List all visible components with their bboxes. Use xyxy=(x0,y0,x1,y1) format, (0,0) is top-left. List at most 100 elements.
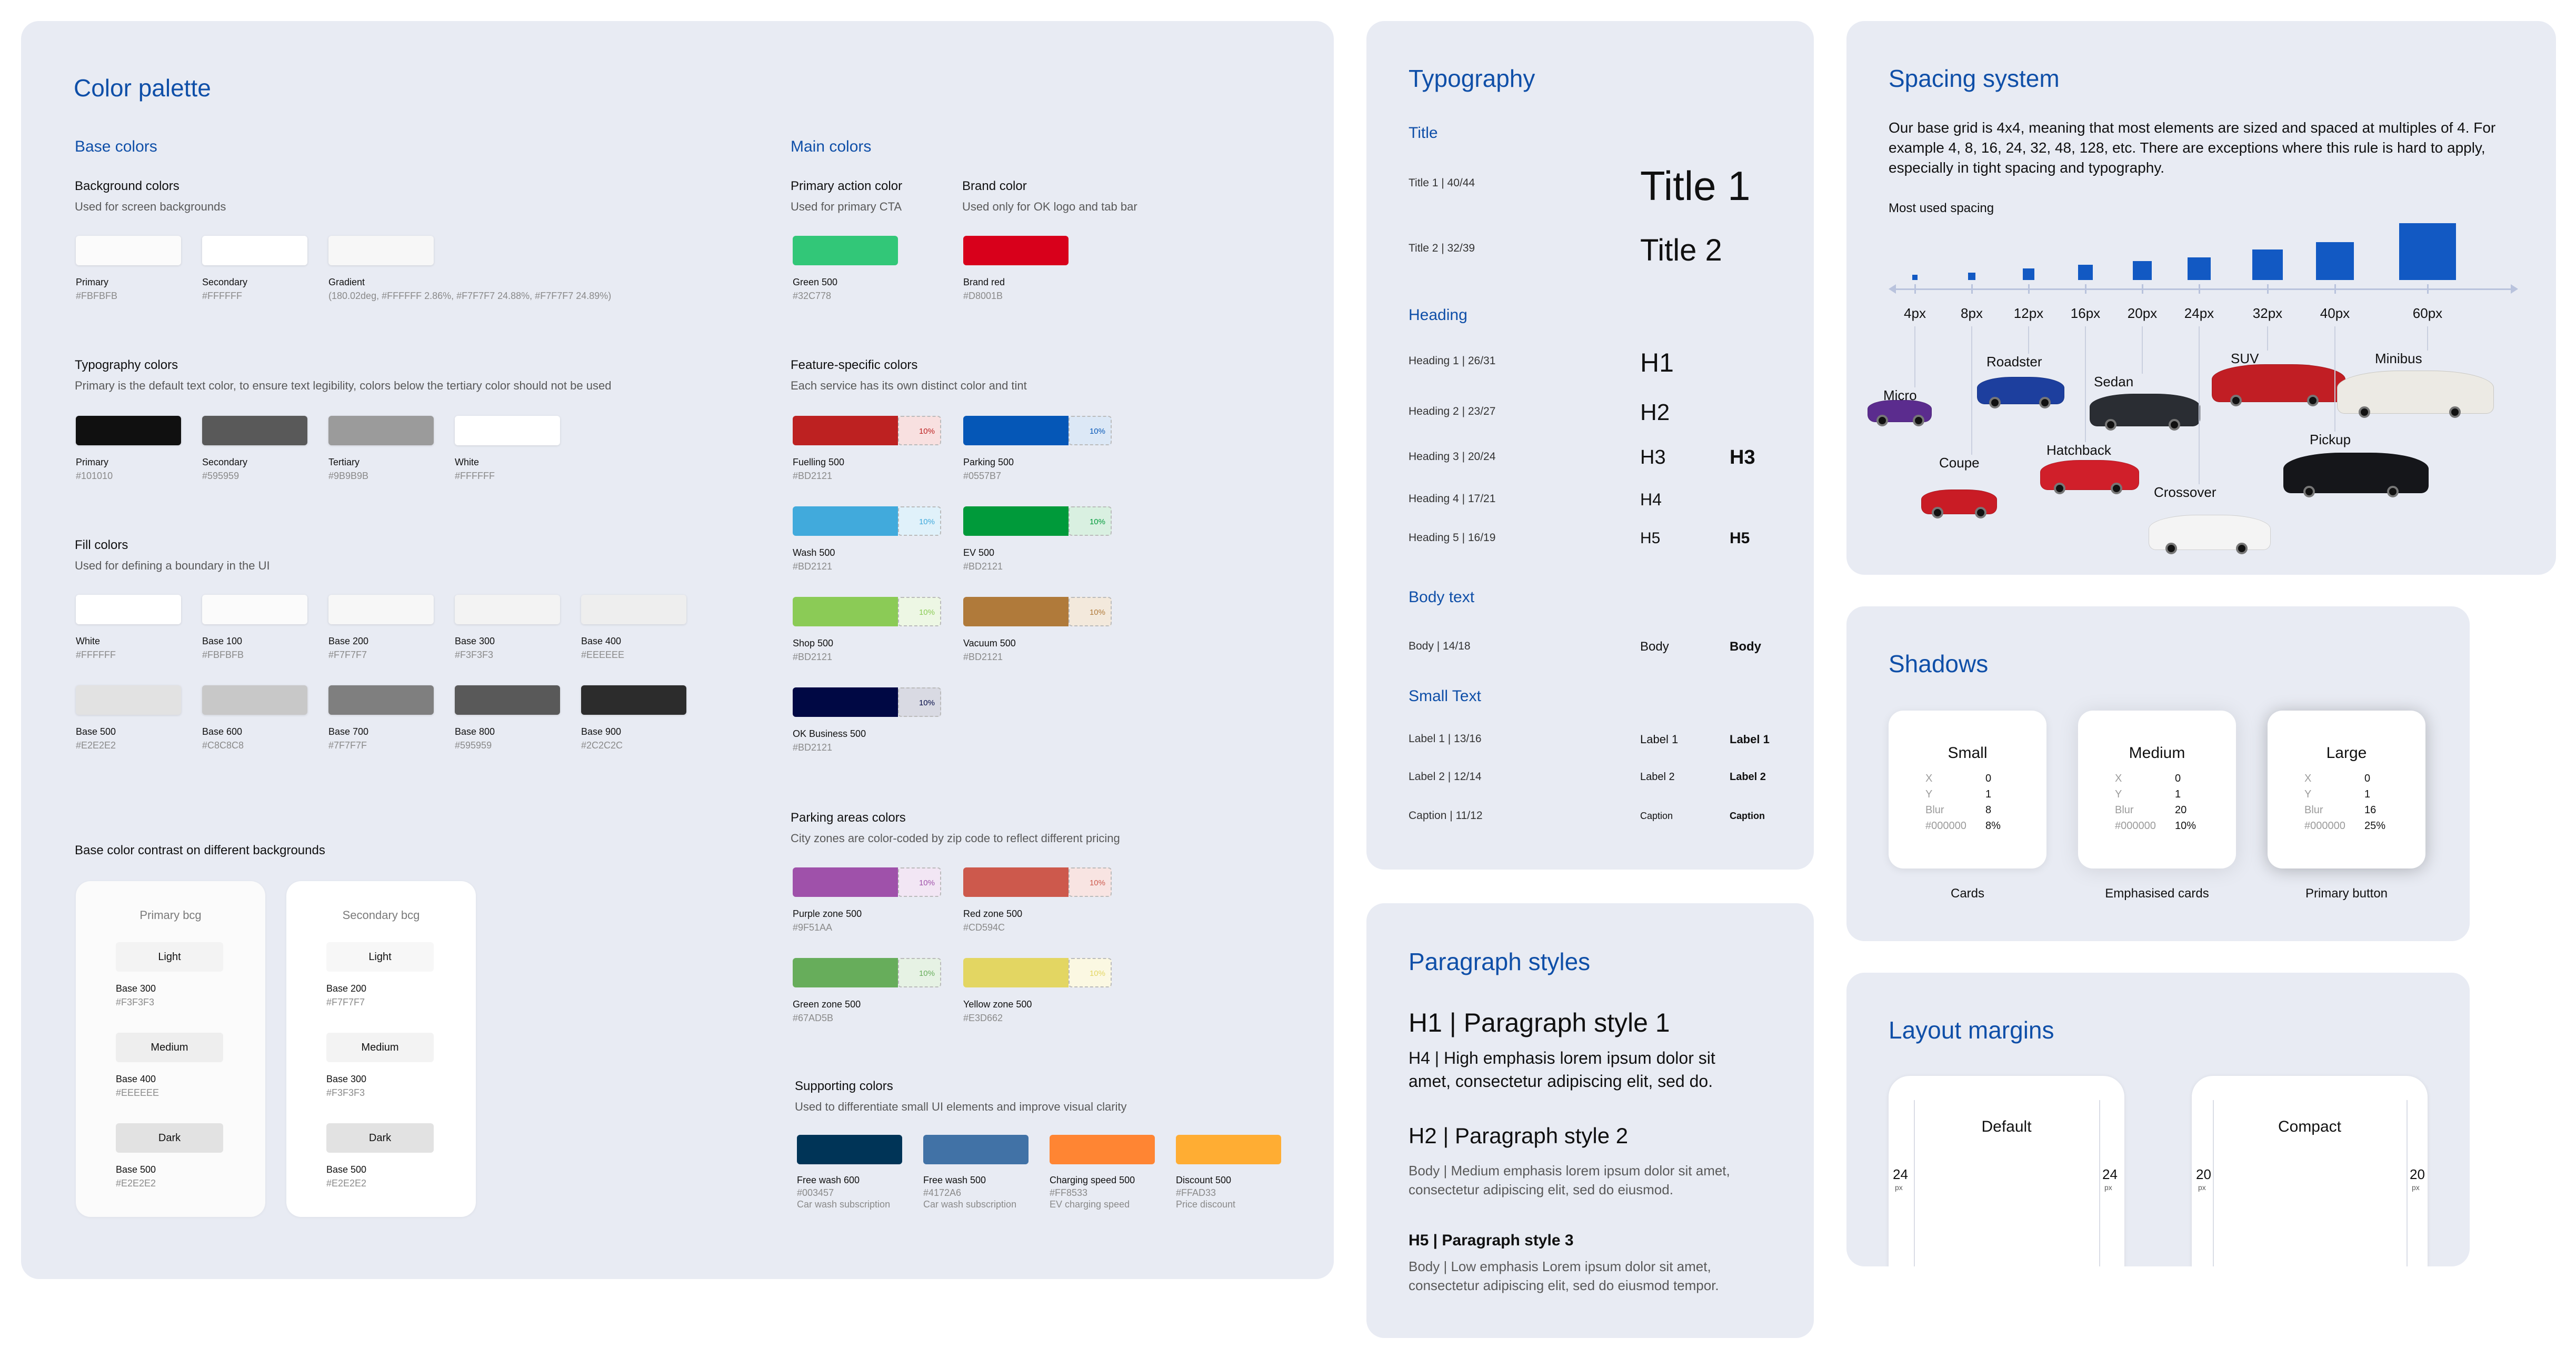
shadow-prop-label: X xyxy=(2304,773,2312,784)
fill-name: Base 100 xyxy=(202,636,243,646)
feature-tint: 10% xyxy=(898,416,941,445)
spacing-square xyxy=(1968,272,1976,280)
supporting-note: Car wash subscription xyxy=(923,1199,1017,1210)
contrast-name: Base 300 xyxy=(116,983,156,994)
contrast-name: Base 500 xyxy=(326,1164,367,1175)
supporting-name: Free wash 600 xyxy=(797,1175,860,1185)
contrast-name: Base 200 xyxy=(326,983,367,994)
spacing-connector xyxy=(2199,326,2200,484)
typography-colors-desc: Primary is the default text color, to en… xyxy=(75,379,612,392)
car-name-label: Roadster xyxy=(1986,354,2042,370)
layout-margin-left-value: 20 xyxy=(2196,1166,2211,1182)
car-name-label: Hatchback xyxy=(2046,442,2111,458)
spacing-square xyxy=(2399,223,2456,280)
supporting-note: Car wash subscription xyxy=(797,1199,891,1210)
layout-margin-left-unit: px xyxy=(1895,1183,1903,1192)
spacing-connector xyxy=(2085,326,2086,442)
shadow-prop-value: 10% xyxy=(2175,820,2196,832)
fill-swatch xyxy=(455,685,560,715)
car-wheel xyxy=(2054,483,2066,494)
typography-panel: Typography Title Title 1 | 40/44 Title 1 Ti… xyxy=(1366,21,1814,870)
typography-hex: #101010 xyxy=(76,471,113,481)
parking-tint: 10% xyxy=(1069,958,1112,987)
shadow-card xyxy=(2078,711,2236,868)
paragraph-title: Paragraph styles xyxy=(1409,948,1591,975)
contrast-name: Base 400 xyxy=(116,1074,156,1084)
feature-swatch xyxy=(793,687,898,717)
shadow-prop-label: Y xyxy=(1925,788,1933,800)
layout-margin-right-unit: px xyxy=(2104,1183,2112,1192)
typography-row-label: Heading 1 | 26/31 xyxy=(1409,355,1496,367)
feature-name: Shop 500 xyxy=(793,638,834,648)
typography-swatch xyxy=(202,416,307,445)
typography-sample: Title 2 xyxy=(1640,233,1722,267)
contrast-button: Dark xyxy=(326,1123,434,1153)
typography-name: White xyxy=(455,457,480,467)
feature-hex: #0557B7 xyxy=(963,471,1002,481)
supporting-name: Free wash 500 xyxy=(923,1175,986,1185)
parking-tint: 10% xyxy=(898,867,941,897)
feature-tint: 10% xyxy=(1069,416,1112,445)
car-wheel xyxy=(1931,507,1943,518)
car-image xyxy=(2090,394,2200,436)
typography-sample: Caption xyxy=(1640,811,1673,821)
spacing-tick xyxy=(1914,284,1916,294)
parking-name: Red zone 500 xyxy=(963,908,1023,919)
car-image xyxy=(2337,371,2494,423)
spacing-label: 12px xyxy=(2013,305,2044,321)
contrast-title: Base color contrast on different backgro… xyxy=(75,843,325,857)
spacing-connector xyxy=(1914,326,1915,387)
parking-swatch xyxy=(963,867,1069,897)
feature-name: Parking 500 xyxy=(963,457,1014,467)
car-wheel xyxy=(2387,486,2399,497)
feature-swatch xyxy=(793,416,898,445)
supporting-hex: #003457 xyxy=(797,1187,834,1198)
background-swatch xyxy=(202,236,307,265)
shadow-prop-label: Blur xyxy=(2304,804,2323,816)
spacing-tick xyxy=(2142,284,2143,294)
parking-swatch xyxy=(793,867,898,897)
fill-name: White xyxy=(76,636,101,646)
fill-swatch xyxy=(328,595,434,624)
typography-sample-bold: H3 xyxy=(1730,446,1755,468)
typography-row-label: Heading 2 | 23/27 xyxy=(1409,405,1496,417)
typography-row-label: Heading 5 | 16/19 xyxy=(1409,532,1496,544)
background-swatch xyxy=(328,236,434,265)
brand-color-name: Brand red xyxy=(963,277,1005,287)
shadows-panel: Shadows Small X 0 Y 1 Blur 8 #000000 8% Cards Medi… xyxy=(1846,606,2470,941)
primary-action-name: Green 500 xyxy=(793,277,838,287)
shadow-prop-label: #000000 xyxy=(1925,820,1966,832)
contrast-button: Light xyxy=(116,942,223,972)
spacing-connector xyxy=(1971,326,1972,455)
spacing-connector xyxy=(2427,326,2428,351)
fill-hex: #595959 xyxy=(455,740,492,751)
contrast-hex: #EEEEEE xyxy=(116,1087,159,1098)
fill-swatch xyxy=(76,685,181,715)
layout-margin-left-line xyxy=(1914,1100,1915,1266)
spacing-tick xyxy=(1971,284,1973,294)
typography-group-title: Heading xyxy=(1409,306,1467,324)
shadow-caption: Primary button xyxy=(2305,886,2388,901)
feature-name: Wash 500 xyxy=(793,547,835,558)
typography-title: Typography xyxy=(1409,65,1535,92)
supporting-hex: #4172A6 xyxy=(923,1187,962,1198)
fill-name: Base 500 xyxy=(76,726,116,737)
supporting-swatch xyxy=(797,1135,902,1164)
layout-title: Layout margins xyxy=(1889,1016,2054,1044)
supporting-note: Price discount xyxy=(1176,1199,1236,1210)
spacing-axis xyxy=(1891,288,2512,290)
contrast-card-title: Secondary bcg xyxy=(342,908,420,922)
color-palette-panel: Color palette Base colors Background col… xyxy=(21,21,1334,1279)
supporting-note: EV charging speed xyxy=(1050,1199,1130,1210)
contrast-hex: #F3F3F3 xyxy=(116,997,155,1007)
parking-colors-title: Parking areas colors xyxy=(791,811,906,825)
contrast-card-title: Primary bcg xyxy=(139,908,202,922)
axis-left-arrow xyxy=(1889,284,1896,294)
shadow-card xyxy=(2268,711,2425,868)
typography-sample-bold: H5 xyxy=(1730,530,1750,547)
fill-hex: #7F7F7F xyxy=(328,740,367,751)
supporting-swatch xyxy=(1050,1135,1155,1164)
shadow-prop-label: Blur xyxy=(2115,804,2134,816)
car-image xyxy=(2212,364,2345,412)
feature-name: Fuelling 500 xyxy=(793,457,845,467)
